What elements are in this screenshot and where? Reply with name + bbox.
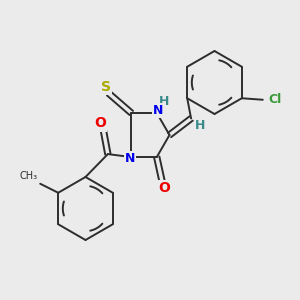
- Text: O: O: [159, 181, 170, 195]
- Text: O: O: [94, 116, 106, 130]
- Text: N: N: [153, 104, 164, 117]
- Text: H: H: [195, 118, 205, 132]
- Text: Cl: Cl: [268, 93, 281, 106]
- Text: CH₃: CH₃: [19, 171, 37, 181]
- Text: S: S: [101, 80, 111, 94]
- Text: H: H: [159, 95, 169, 108]
- Text: N: N: [124, 152, 135, 165]
